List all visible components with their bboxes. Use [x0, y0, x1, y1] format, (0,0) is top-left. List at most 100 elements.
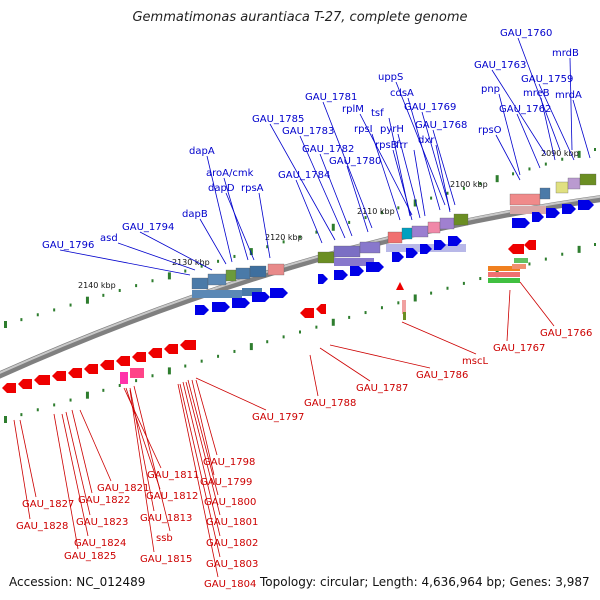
label-leader — [401, 321, 477, 355]
gene-label-bottom: GAU_1824 — [74, 538, 126, 549]
gene-label-top: rpsA — [241, 183, 264, 194]
gene-label-top: GAU_1768 — [415, 120, 467, 131]
reverse-gene-arrow — [148, 348, 162, 358]
feature-block — [191, 277, 209, 290]
label-leader — [177, 383, 219, 578]
scale-tick-outer — [413, 199, 417, 207]
label-leader — [61, 413, 89, 537]
gene-label-bottom: GAU_1767 — [493, 343, 545, 354]
gene-label-top: pnp — [481, 84, 500, 95]
scale-tick-inner — [364, 311, 367, 315]
feature-block — [514, 258, 528, 263]
label-leader — [187, 379, 219, 496]
label-leader — [225, 192, 255, 261]
feature-block — [488, 278, 520, 283]
label-leader — [13, 419, 31, 520]
label-leader — [182, 381, 221, 537]
gene-label-bottom: GAU_1786 — [416, 370, 468, 381]
feature-block — [509, 193, 541, 206]
gene-label-bottom: GAU_1813 — [140, 513, 192, 524]
scale-tick-outer — [20, 318, 23, 322]
label-leader — [179, 383, 221, 558]
scale-tick-outer — [528, 167, 531, 171]
scale-tick-outer — [184, 269, 187, 273]
gene-label-bottom: GAU_1804 — [204, 579, 256, 590]
gene-label-top: aroA/cmk — [206, 168, 254, 179]
accession-label: Accession: NC_012489 — [9, 575, 146, 589]
reverse-gene-arrow — [34, 375, 50, 385]
feature-block — [207, 273, 227, 286]
forward-gene-arrow — [392, 252, 404, 262]
label-leader — [538, 83, 575, 161]
scale-tick-inner — [331, 318, 335, 326]
gene-label-bottom: GAU_1821 — [97, 483, 149, 494]
forward-gene-arrow — [366, 262, 384, 272]
scale-tick-inner — [462, 281, 465, 285]
gene-label-top: rpsO — [478, 125, 502, 136]
gene-label-bottom: GAU_1802 — [206, 538, 258, 549]
label-leader — [71, 409, 93, 494]
gene-label-top: dapD — [208, 183, 235, 194]
scale-tick-inner — [167, 367, 171, 375]
scale-tick-outer — [512, 172, 515, 176]
feature-block — [510, 206, 546, 214]
reverse-gene-arrow — [164, 344, 178, 354]
label-leader — [269, 123, 336, 241]
label-leader — [139, 231, 213, 271]
gene-label-bottom: mscL — [462, 356, 488, 367]
feature-block — [267, 263, 285, 276]
gene-label-top: GAU_1794 — [122, 222, 174, 233]
scale-tick-outer — [364, 216, 367, 220]
gene-label-top: GAU_1769 — [404, 102, 456, 113]
gene-label-bottom: GAU_1799 — [200, 477, 252, 488]
label-leader — [79, 409, 112, 482]
label-leader — [129, 387, 155, 512]
label-leader — [495, 134, 521, 181]
scale-tick-inner — [594, 243, 596, 246]
forward-gene-arrow — [562, 204, 576, 214]
gene-label-top: rplM — [342, 104, 364, 115]
label-leader — [199, 218, 227, 265]
scale-tick-outer — [4, 321, 7, 328]
forward-gene-arrow — [334, 270, 348, 280]
scale-tick-outer — [495, 175, 499, 183]
label-leader — [123, 387, 162, 469]
label-leader — [309, 354, 319, 397]
forward-gene-arrow — [406, 248, 418, 258]
feature-block — [401, 227, 413, 240]
scale-tick-outer — [249, 248, 253, 256]
gene-label-bottom: ssb — [156, 533, 173, 544]
reverse-gene-arrow — [84, 364, 98, 374]
label-leader — [395, 81, 446, 206]
scale-tick-inner — [413, 294, 417, 302]
label-leader — [125, 387, 161, 490]
reverse-gene-arrow — [52, 371, 66, 381]
gene-label-top: GAU_1760 — [500, 28, 552, 39]
gene-label-top: rpsB — [375, 140, 398, 151]
gene-label-bottom: GAU_1801 — [206, 517, 258, 528]
gene-label-bottom: GAU_1823 — [76, 517, 128, 528]
scale-tick-outer — [479, 182, 482, 186]
gene-label-top: uppS — [378, 72, 403, 83]
scale-tick-inner — [299, 330, 301, 334]
kbp-label: 2130 kbp — [172, 258, 210, 267]
label-leader — [392, 149, 413, 221]
feature-block — [427, 221, 441, 234]
reverse-gene-arrow — [508, 244, 524, 254]
scale-tick-outer — [85, 296, 89, 304]
forward-gene-arrow — [512, 218, 530, 228]
scale-tick-inner — [348, 315, 351, 319]
gene-label-top: tsf — [371, 108, 384, 119]
reverse-gene-arrow — [396, 282, 404, 290]
scale-tick-outer — [135, 284, 138, 288]
scale-tick-inner — [544, 257, 547, 261]
label-leader — [572, 99, 591, 159]
gene-label-top: GAU_1782 — [302, 144, 354, 155]
scale-tick-inner — [151, 374, 154, 378]
label-leader — [371, 133, 401, 221]
label-leader — [322, 101, 373, 229]
label-leader — [295, 179, 323, 244]
reverse-gene-arrow — [2, 383, 16, 393]
kbp-grid: 2090 kbp 2100 kbp 2110 kbp 2120 kbp 2130 kbp… — [4, 148, 596, 423]
gene-label-top: mrdB — [552, 48, 579, 59]
